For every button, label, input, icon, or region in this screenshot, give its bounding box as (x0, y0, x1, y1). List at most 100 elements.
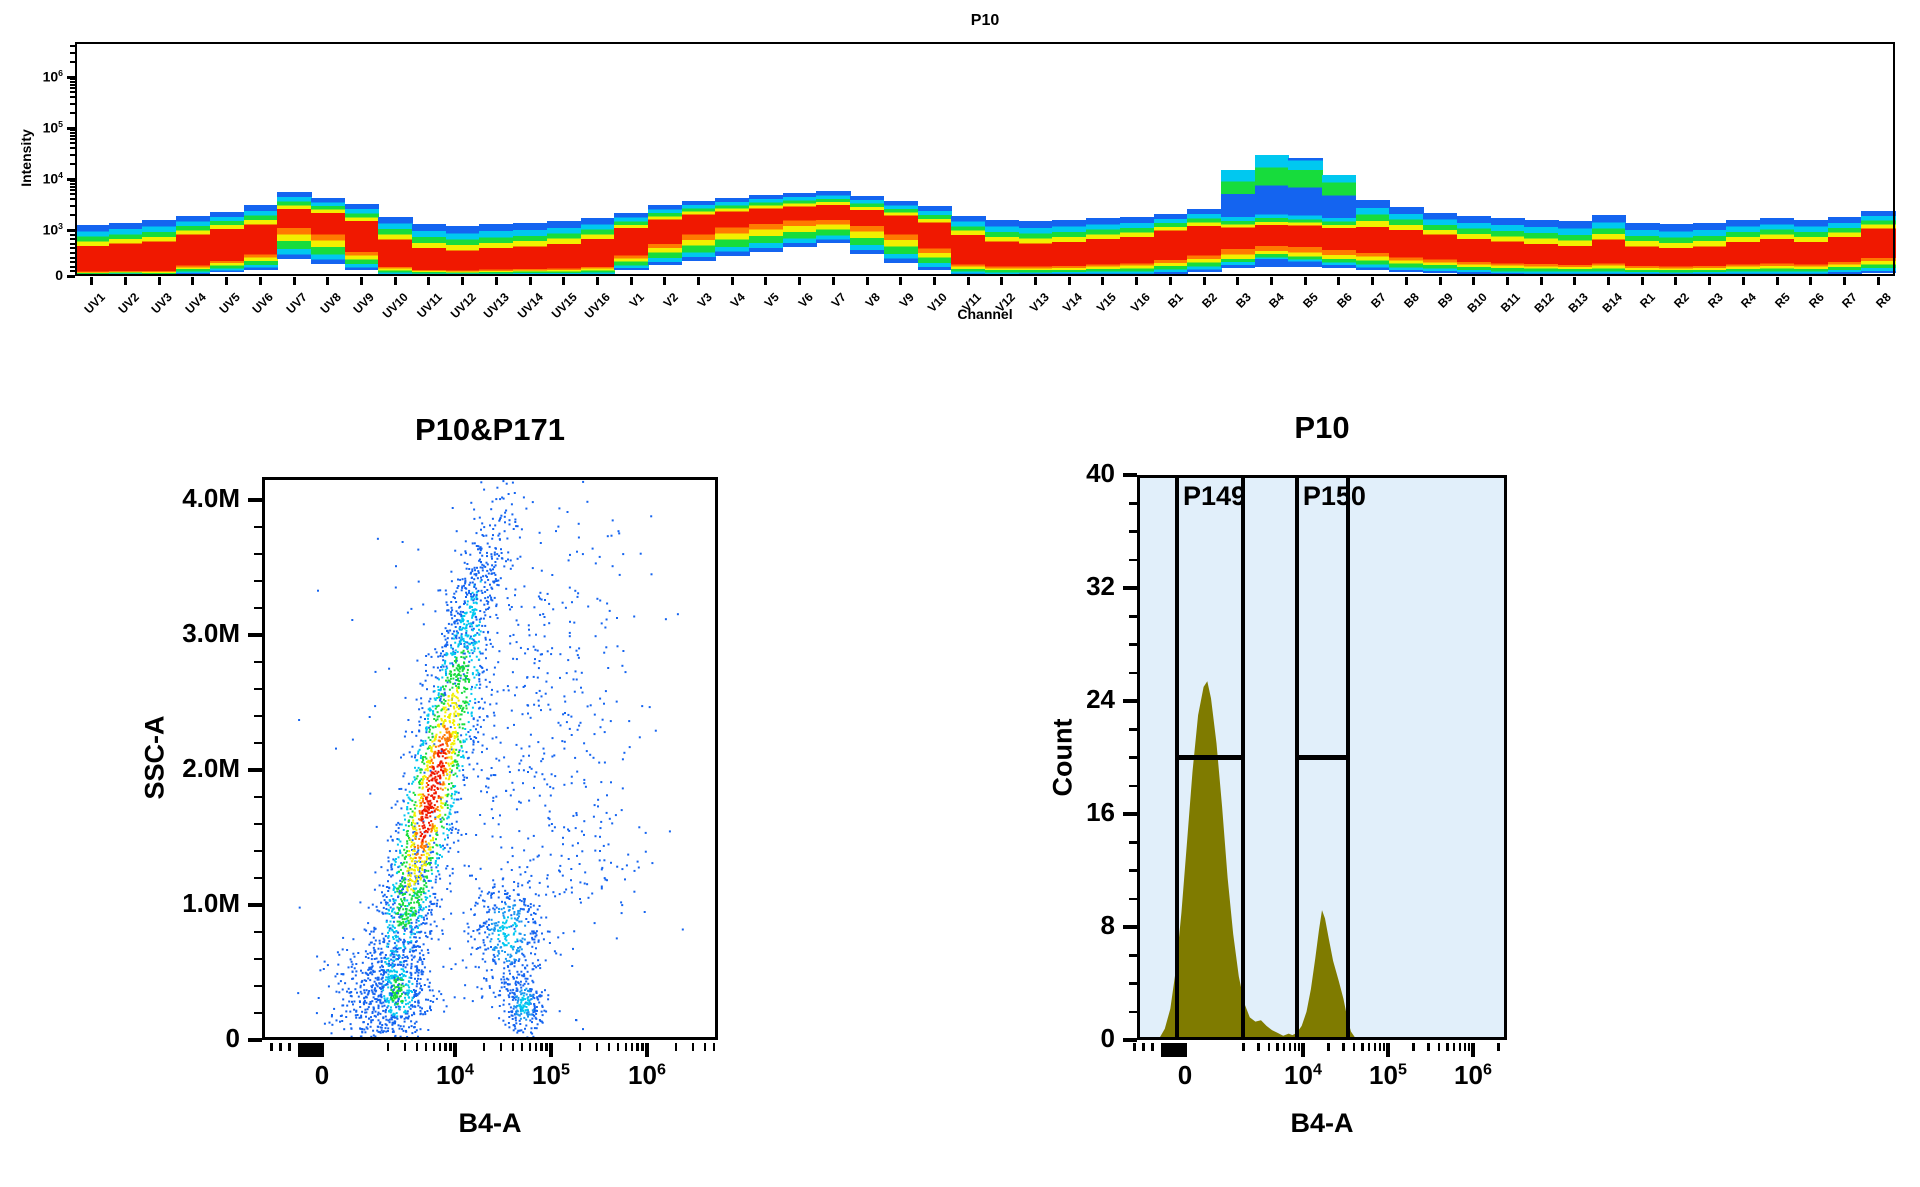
histogram-x-minor-tick (1352, 1043, 1356, 1051)
scatter-x-minor-tick (444, 1043, 447, 1051)
spectral-y-minor-tick (70, 185, 75, 188)
spectral-band-B10 (1456, 215, 1492, 275)
spectral-x-axis-title: Channel (957, 306, 1013, 322)
scatter-y-tick-label: 4.0M (182, 483, 240, 513)
scatter-x-minor-tick (674, 1043, 678, 1051)
histogram-y-minor-tick (1129, 1010, 1137, 1014)
spectral-channel-tick (1573, 277, 1577, 285)
histogram-y-minor-tick (1129, 982, 1137, 985)
histogram-x-minor-tick (1367, 1043, 1371, 1051)
scatter-y-minor-tick (254, 822, 262, 826)
spectral-channel-tick (1741, 277, 1745, 285)
spectral-channel-tick (1269, 277, 1273, 285)
spectral-y-minor-tick (70, 189, 75, 192)
gate-p150-crossbar[interactable] (1296, 755, 1348, 760)
spectral-y-minor-tick (70, 80, 75, 83)
spectral-channel-tick (157, 277, 161, 285)
histogram-x-major-tick (1471, 1043, 1475, 1057)
scatter-x-minor-tick (386, 1043, 390, 1051)
spectral-channel-tick (1303, 277, 1307, 285)
spectral-band-UV12 (445, 225, 481, 276)
histogram-x-minor-tick (1293, 1043, 1297, 1051)
spectral-band-B11 (1490, 218, 1525, 275)
histogram-x-tick-label: 104 (1284, 1060, 1322, 1090)
spectral-band-V12 (985, 219, 1020, 276)
scatter-x-minor-tick (270, 1043, 273, 1051)
scatter-x-minor-tick (534, 1043, 538, 1051)
spectral-y-minor-tick (70, 96, 75, 99)
histogram-y-major-tick (1123, 473, 1137, 477)
spectral-band-B9 (1423, 212, 1458, 274)
scatter-y-minor-tick (254, 660, 262, 664)
spectral-y-major-tick (67, 126, 75, 130)
spectral-channel-tick (1472, 277, 1476, 285)
spectral-y-tick-label: 103 (42, 221, 63, 238)
scatter-y-minor-tick (254, 876, 262, 880)
spectral-channel-tick (629, 277, 633, 285)
spectral-y-minor-tick (70, 51, 75, 54)
spectral-channel-tick (1202, 277, 1206, 285)
spectral-band-UV5 (209, 212, 245, 273)
histogram-x-minor-tick (1288, 1043, 1292, 1051)
gate-p149-label[interactable]: P149 (1182, 481, 1247, 511)
scatter-x-minor-tick (288, 1043, 291, 1051)
spectral-channel-tick (562, 277, 566, 285)
spectral-y-major-tick (67, 228, 75, 232)
scatter-x-minor-tick (520, 1043, 524, 1051)
scatter-x-tick-label: 106 (628, 1060, 666, 1090)
scatter-x-minor-tick (449, 1043, 452, 1051)
spectral-band-B8 (1389, 207, 1424, 272)
gate-p150-label[interactable]: P150 (1302, 481, 1366, 511)
spectral-band-B13 (1557, 221, 1593, 276)
spectral-band-B4 (1254, 154, 1289, 268)
spectral-channel-tick (359, 277, 363, 285)
histogram-title: P10 (1294, 410, 1350, 445)
histogram-y-minor-tick (1129, 841, 1137, 844)
spectral-channel-tick (798, 277, 802, 285)
spectral-title: P10 (970, 12, 1000, 29)
spectral-channel-tick (595, 277, 599, 285)
gate-p150-right-line[interactable] (1345, 475, 1350, 1040)
scatter-x-minor-tick (528, 1043, 531, 1051)
spectral-channel-tick (1505, 277, 1509, 285)
spectral-channel-tick (1101, 277, 1105, 285)
spectral-channel-tick (90, 277, 94, 285)
scatter-x-minor-tick (424, 1043, 428, 1051)
scatter-x-minor-tick (279, 1043, 282, 1051)
scatter-density-points (297, 480, 684, 1040)
spectral-band-V16 (1119, 216, 1155, 275)
scatter-x-minor-tick (641, 1043, 644, 1051)
spectral-band-UV3 (142, 220, 177, 276)
gate-p149-crossbar[interactable] (1176, 755, 1243, 760)
histogram-x-minor-tick (1378, 1043, 1382, 1051)
spectral-y-tick-label: 0 (55, 267, 63, 283)
histogram-y-major-tick (1123, 1038, 1137, 1042)
histogram-y-minor-tick (1129, 869, 1137, 872)
scatter-x-minor-tick (438, 1043, 442, 1051)
spectral-channel-tick (1708, 277, 1712, 285)
scatter-y-minor-tick (254, 606, 262, 610)
histogram-y-tick-label: 32 (1086, 571, 1115, 601)
spectral-channel-tick (1607, 277, 1611, 285)
gate-p149-right-line[interactable] (1240, 475, 1245, 1040)
spectral-band-V6 (782, 193, 818, 248)
spectral-channel-tick (966, 277, 970, 285)
scatter-y-minor-tick (254, 1011, 262, 1015)
histogram-x-minor-tick (1327, 1043, 1330, 1051)
scatter-y-minor-tick (254, 579, 262, 583)
scatter-y-minor-tick (254, 984, 262, 988)
spectral-y-minor-tick (70, 131, 75, 134)
histogram-y-minor-tick (1129, 784, 1137, 788)
spectral-y-minor-tick (70, 138, 75, 141)
histogram-x-minor-tick (1373, 1043, 1377, 1051)
spectral-band-UV10 (378, 216, 413, 275)
histogram-x-minor-tick (1497, 1043, 1500, 1051)
spectral-channel-tick (1674, 277, 1678, 285)
histogram-x-minor-tick (1282, 1043, 1286, 1051)
spectral-channel-tick (1775, 277, 1779, 285)
spectral-y-minor-tick (70, 45, 75, 48)
spectral-channel-tick (326, 277, 330, 285)
scatter-y-tick-label: 0 (225, 1023, 240, 1053)
histogram-x-minor-tick (1133, 1043, 1136, 1051)
